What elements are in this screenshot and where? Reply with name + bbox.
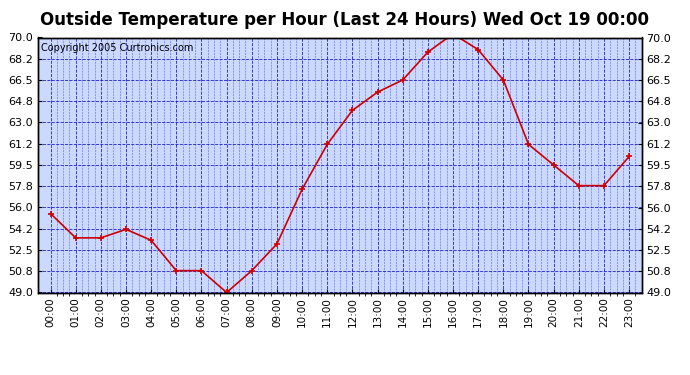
Text: Copyright 2005 Curtronics.com: Copyright 2005 Curtronics.com <box>41 43 193 52</box>
Text: Outside Temperature per Hour (Last 24 Hours) Wed Oct 19 00:00: Outside Temperature per Hour (Last 24 Ho… <box>41 11 649 29</box>
